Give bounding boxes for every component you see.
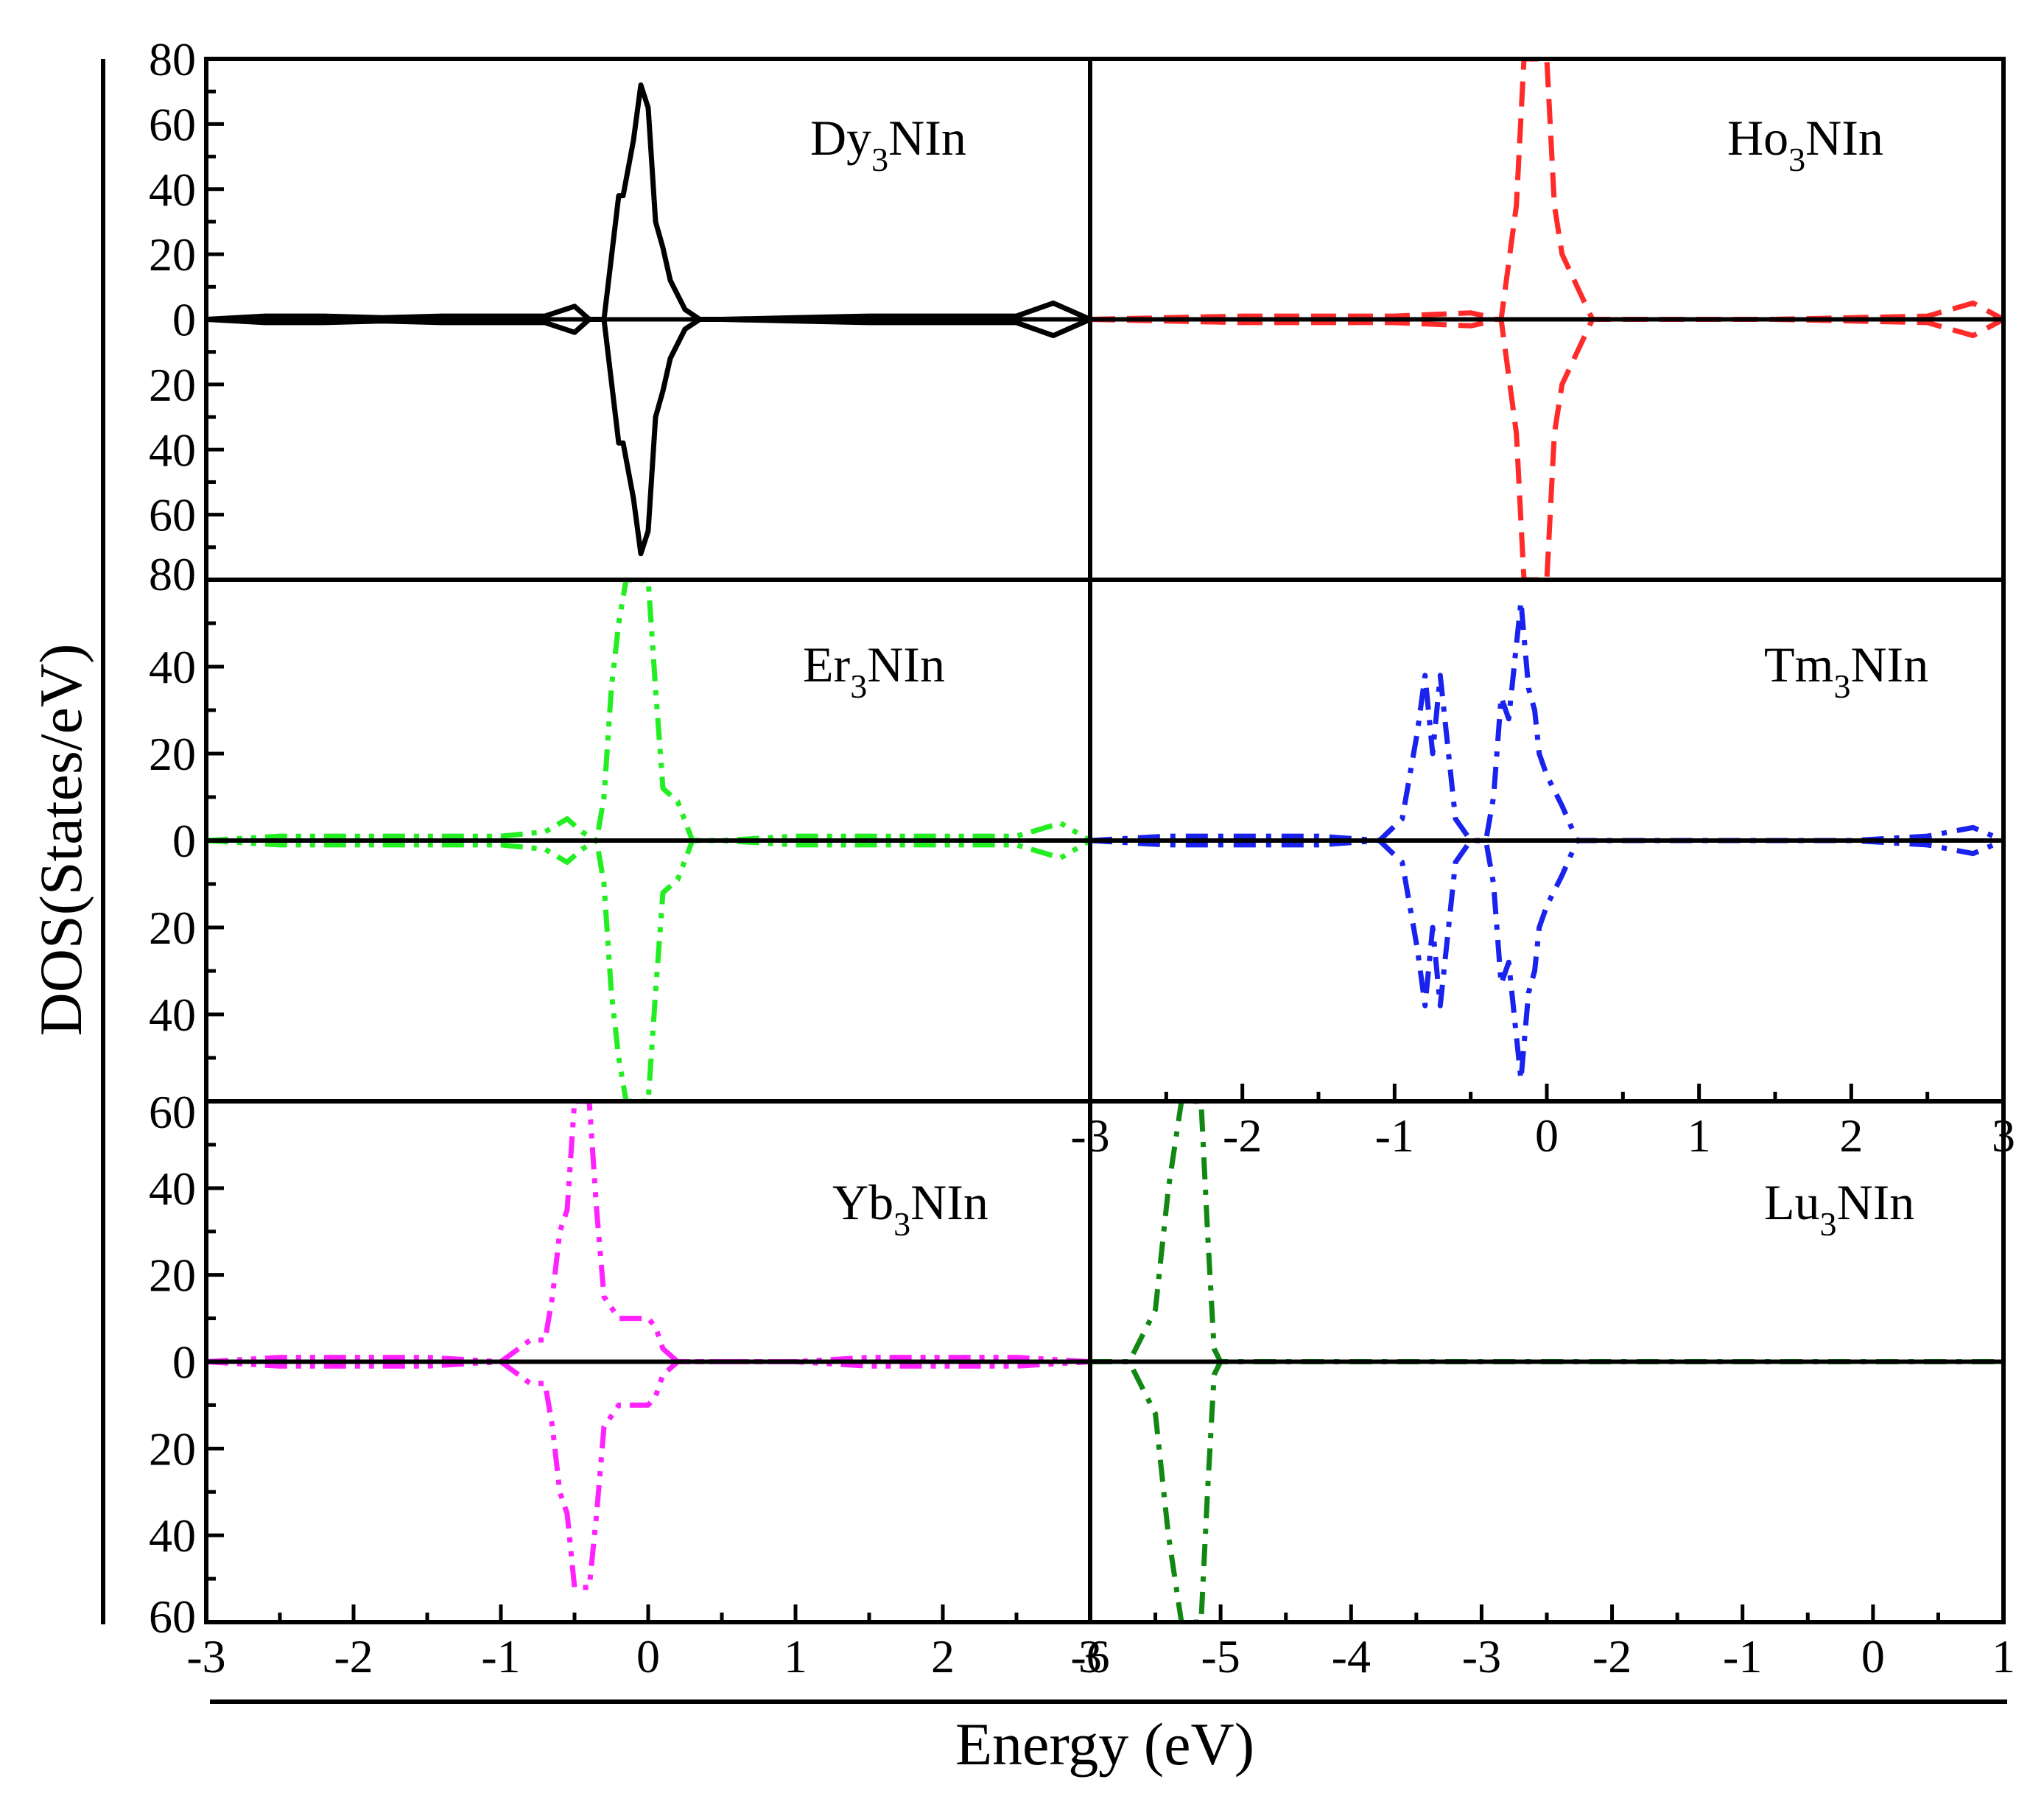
y-tick-label-yb3nin: 60	[149, 1086, 196, 1138]
y-tick-label-dy3nin: 20	[149, 359, 196, 411]
x-tick-label-tm3nin: -2	[1223, 1109, 1262, 1162]
x-tick-label-yb3nin: -1	[481, 1630, 520, 1683]
y-tick-label-er3nin: 40	[149, 989, 196, 1041]
series-line-er3nin-spin-up	[206, 580, 1090, 843]
panel-title-tm3nin: Tm3NIn	[1764, 636, 1928, 705]
y-axis-title: DOS(States/eV)	[27, 644, 94, 1036]
y-tick-label-yb3nin: 20	[149, 1249, 196, 1302]
series-line-ho3nin-spin-down	[1090, 317, 2003, 580]
x-tick-label-lu3nin: 1	[1992, 1630, 2015, 1683]
panel-title-er3nin: Er3NIn	[803, 636, 945, 705]
y-tick-label-yb3nin: 0	[172, 1336, 196, 1389]
y-tick-label-dy3nin: 60	[149, 98, 196, 150]
y-tick-label-er3nin: 20	[149, 728, 196, 780]
y-tick-label-dy3nin: 40	[149, 424, 196, 476]
series-line-yb3nin-spin-down	[206, 1359, 1090, 1590]
x-tick-label-lu3nin: -4	[1332, 1630, 1371, 1683]
x-tick-label-tm3nin: -1	[1375, 1109, 1414, 1162]
x-tick-label-tm3nin: 2	[1839, 1109, 1863, 1162]
x-tick-label-lu3nin: -6	[1070, 1630, 1109, 1683]
y-tick-label-dy3nin: 20	[149, 228, 196, 281]
panel-title-dy3nin: Dy3NIn	[810, 110, 966, 178]
y-tick-label-yb3nin: 40	[149, 1162, 196, 1215]
x-tick-label-lu3nin: -3	[1462, 1630, 1501, 1683]
series-line-ho3nin-spin-up	[1090, 59, 2003, 322]
y-tick-label-dy3nin: 0	[172, 294, 196, 346]
y-tick-label-er3nin: 20	[149, 902, 196, 954]
x-tick-label-tm3nin: 3	[1992, 1109, 2015, 1162]
y-tick-label-er3nin: 0	[172, 815, 196, 867]
series-line-tm3nin-spin-down	[1090, 838, 2003, 1082]
x-tick-label-yb3nin: 2	[931, 1630, 955, 1683]
y-tick-label-yb3nin: 60	[149, 1590, 196, 1643]
panel-title-ho3nin: Ho3NIn	[1727, 110, 1883, 178]
x-tick-label-yb3nin: -3	[186, 1630, 225, 1683]
x-tick-label-yb3nin: 1	[784, 1630, 807, 1683]
x-tick-label-lu3nin: -1	[1723, 1630, 1762, 1683]
y-tick-label-dy3nin: 80	[149, 33, 196, 85]
y-tick-label-dy3nin: 80	[149, 548, 196, 600]
series-line-dy3nin-spin-up	[206, 82, 1090, 322]
series-line-er3nin-spin-down	[206, 838, 1090, 1101]
x-tick-label-lu3nin: 0	[1861, 1630, 1885, 1683]
series-line-yb3nin-spin-up	[206, 1101, 1090, 1364]
y-tick-label-yb3nin: 40	[149, 1509, 196, 1562]
y-tick-label-yb3nin: 20	[149, 1423, 196, 1475]
x-tick-label-yb3nin: -2	[334, 1630, 373, 1683]
y-tick-label-er3nin: 40	[149, 641, 196, 693]
x-tick-label-tm3nin: 0	[1535, 1109, 1559, 1162]
panel-title-yb3nin: Yb3NIn	[832, 1174, 988, 1243]
y-tick-label-dy3nin: 40	[149, 164, 196, 216]
series-line-lu3nin-spin-down	[1090, 1359, 2003, 1622]
frames-layer	[204, 57, 2006, 1624]
x-axis-title: Energy (eV)	[955, 1711, 1254, 1778]
x-tick-label-yb3nin: 0	[636, 1630, 660, 1683]
x-tick-label-lu3nin: -5	[1201, 1630, 1240, 1683]
panel-title-lu3nin: Lu3NIn	[1764, 1174, 1914, 1243]
x-tick-label-tm3nin: 1	[1687, 1109, 1711, 1162]
x-tick-label-tm3nin: -3	[1070, 1109, 1109, 1162]
x-tick-label-yb3nin: 3	[1078, 1630, 1102, 1683]
y-tick-label-dy3nin: 60	[149, 489, 196, 541]
x-tick-label-lu3nin: -2	[1592, 1630, 1632, 1683]
series-line-dy3nin-spin-down	[206, 317, 1090, 557]
